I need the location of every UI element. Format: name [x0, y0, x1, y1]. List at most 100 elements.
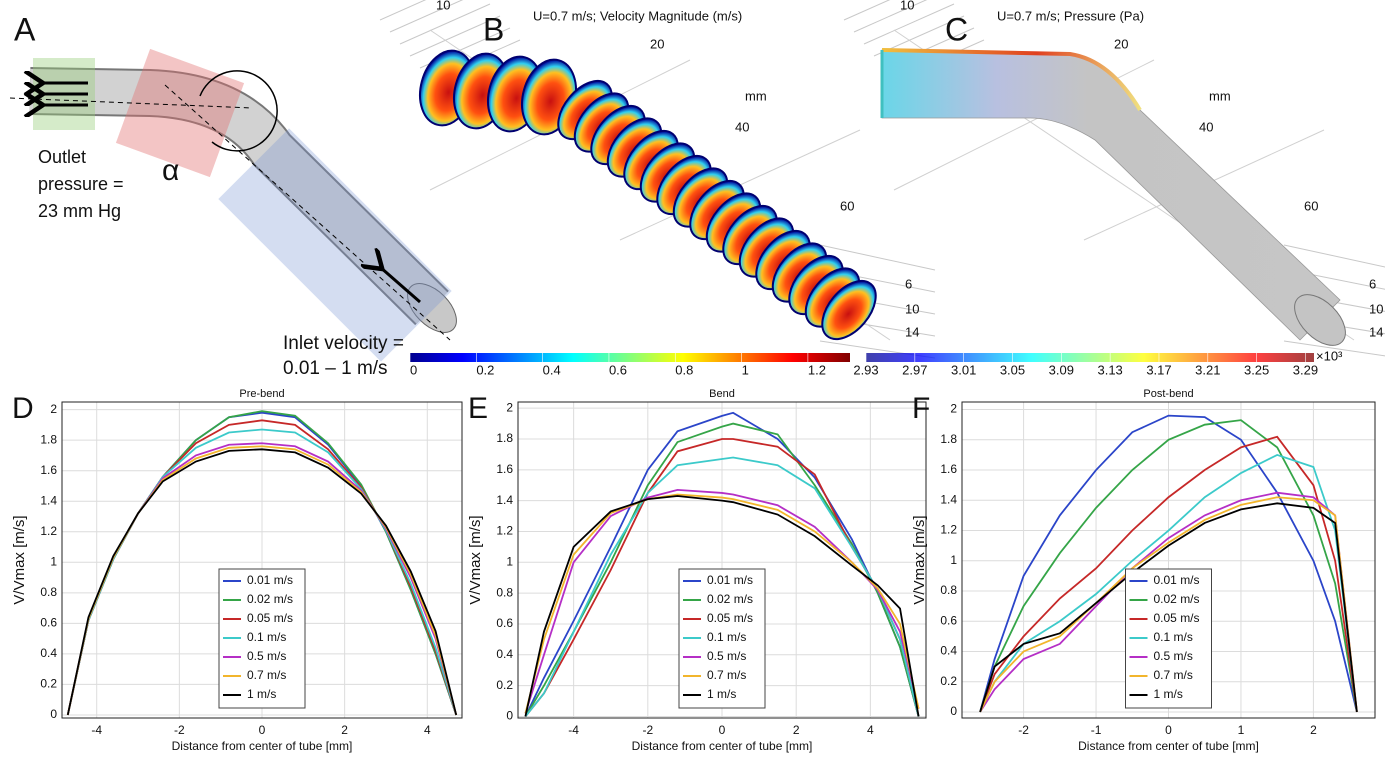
outlet-label: pressure =: [38, 174, 124, 194]
series-line: [66, 448, 458, 716]
colorbar-tick-label: 1.2: [808, 362, 826, 377]
axis-grid: [1283, 244, 1385, 268]
colorbar-multiplier: ×10³: [1316, 348, 1343, 363]
axis-label: 20: [650, 36, 664, 51]
colorbar-tick-label: 0.6: [609, 362, 627, 377]
y-tick-label: 2: [50, 402, 57, 416]
y-tick-label: 0.6: [940, 613, 957, 627]
axis-grid: [379, 0, 427, 21]
colorbar-tick-label: 3.21: [1195, 362, 1220, 377]
legend-label: 0.7 m/s: [247, 668, 286, 682]
velocity-slice: [821, 279, 877, 341]
tube: [29, 69, 448, 324]
y-tick-label: 0: [506, 709, 513, 723]
panel-label: D: [12, 392, 34, 425]
inlet-label: 0.01 – 1 m/s: [283, 358, 388, 379]
axis-label: 60: [1304, 198, 1318, 213]
angle-label: α: [162, 154, 179, 187]
legend-label: 0.01 m/s: [247, 573, 293, 587]
axis-label: 10: [905, 301, 919, 316]
y-axis-label: V/Vmax [m/s]: [467, 515, 484, 604]
series-line: [979, 491, 1358, 713]
colorbar-tick-label: 3.05: [1000, 362, 1025, 377]
colorbar-tick-label: 3.17: [1146, 362, 1171, 377]
x-tick-label: 2: [1310, 723, 1317, 737]
axis-label: 10: [900, 0, 914, 12]
plot-frame: [517, 401, 927, 719]
legend-label: 0.1 m/s: [707, 630, 746, 644]
y-tick-label: 0: [50, 707, 57, 721]
x-tick-label: 4: [867, 723, 874, 737]
y-tick-label: 0.2: [496, 678, 513, 692]
x-tick-label: -2: [642, 723, 653, 737]
legend-label: 0.05 m/s: [247, 611, 293, 625]
legend-label: 1 m/s: [1154, 687, 1183, 701]
legend-label: 0.02 m/s: [1154, 592, 1200, 606]
panel-label: A: [14, 11, 36, 47]
y-tick-label: 1.8: [496, 431, 513, 445]
y-tick-label: 0.4: [940, 644, 957, 658]
axis-grid: [1283, 340, 1385, 357]
colorbar-tick-label: 3.29: [1293, 362, 1318, 377]
axis-grid: [843, 0, 891, 21]
y-tick-label: 1.2: [940, 523, 957, 537]
series-line: [524, 488, 920, 714]
chart-title: Post-bend: [1143, 388, 1193, 400]
legend-label: 0.05 m/s: [707, 611, 753, 625]
series-line: [979, 435, 1358, 713]
axis-line: [9, 97, 253, 109]
series-line: [979, 414, 1358, 713]
axis-grid: [389, 0, 464, 33]
y-tick-label: 1.6: [496, 462, 513, 476]
colorbar-tick-label: 0.4: [543, 362, 561, 377]
colorbar: [410, 353, 850, 362]
series-line: [979, 419, 1358, 713]
legend-label: 0.05 m/s: [1154, 611, 1200, 625]
axis-grid: [819, 244, 936, 271]
y-tick-label: 2: [950, 402, 957, 416]
axis-label: mm: [745, 88, 767, 103]
x-tick-label: -4: [568, 723, 579, 737]
legend-label: 0.02 m/s: [707, 592, 753, 606]
pressure-tube: [881, 49, 1341, 341]
colorbar-tick-label: 3.25: [1244, 362, 1269, 377]
y-tick-label: 1.6: [40, 463, 57, 477]
y-tick-label: 0.6: [40, 616, 57, 630]
y-tick-label: 1: [506, 554, 513, 568]
legend-label: 0.01 m/s: [1154, 573, 1200, 587]
outlet-label: Outlet: [38, 147, 86, 167]
x-tick-label: 0: [259, 723, 266, 737]
y-axis-label: V/Vmax [m/s]: [911, 515, 928, 604]
colorbar-tick-label: 2.93: [853, 362, 878, 377]
bend-region: [115, 48, 245, 178]
pressure-cap: [1294, 294, 1346, 346]
chart-title: Pre-bend: [239, 388, 284, 400]
x-axis-label: Distance from center of tube [mm]: [1078, 739, 1259, 753]
3d-views: [379, 0, 1385, 362]
axis-grid: [863, 3, 955, 45]
y-tick-label: 1: [50, 554, 57, 568]
axis-label: 20: [1114, 36, 1128, 51]
panel-label: E: [468, 392, 488, 425]
x-tick-label: 0: [1165, 723, 1172, 737]
x-tick-label: 2: [341, 723, 348, 737]
colorbar: [866, 353, 1314, 362]
panel-label: B: [483, 11, 504, 47]
series-line: [524, 495, 920, 717]
legend-label: 0.1 m/s: [247, 630, 286, 644]
panel-label: C: [945, 11, 968, 47]
x-tick-label: 4: [424, 723, 431, 737]
x-tick-label: -4: [91, 723, 102, 737]
colorbar-tick-label: 2.97: [902, 362, 927, 377]
chart-title: Bend: [709, 388, 735, 400]
legend-label: 0.02 m/s: [247, 592, 293, 606]
inlet-region: [218, 128, 452, 362]
legend-label: 0.7 m/s: [707, 668, 746, 682]
x-tick-label: 1: [1238, 723, 1245, 737]
plot-frame: [961, 401, 1376, 719]
y-axis-label: V/Vmax [m/s]: [11, 515, 28, 604]
colorbar-tick-label: 1: [742, 362, 749, 377]
axis-label: 6: [905, 276, 912, 291]
plot-frame: [61, 401, 463, 719]
